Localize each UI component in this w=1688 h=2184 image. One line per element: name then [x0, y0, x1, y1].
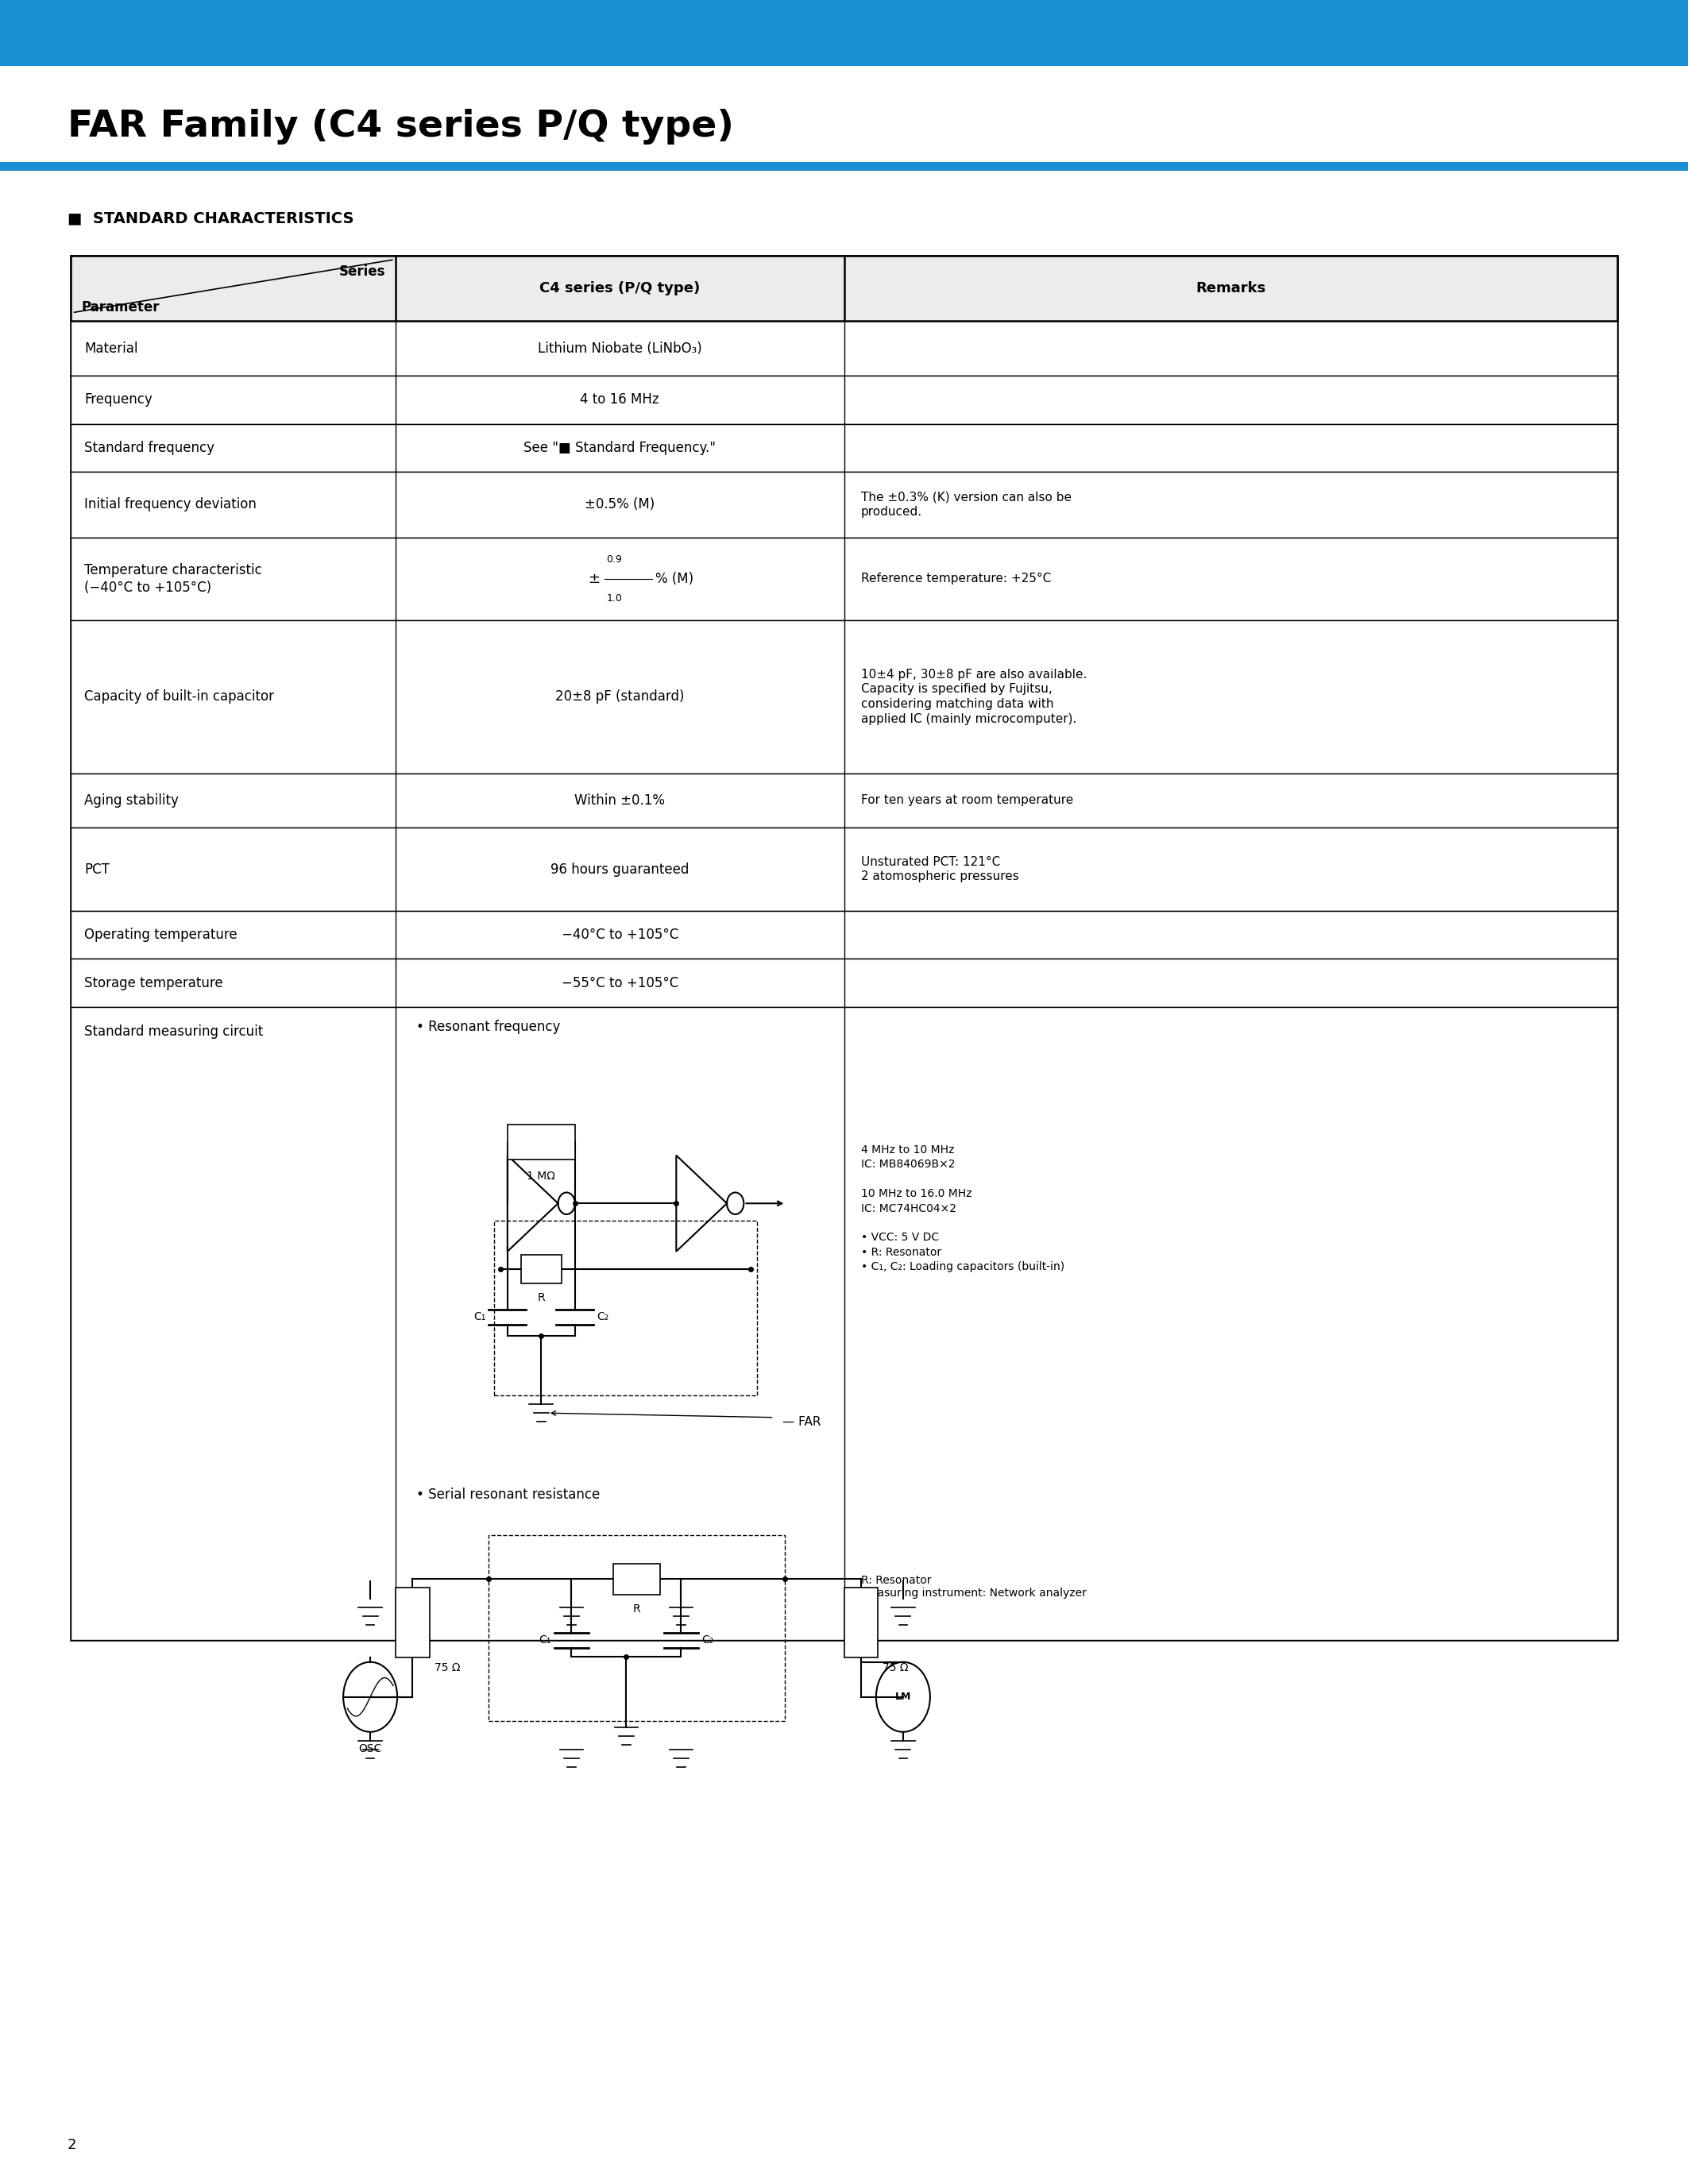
Text: • Serial resonant resistance: • Serial resonant resistance — [415, 1487, 599, 1503]
Bar — [71, 256, 1617, 321]
Bar — [71, 376, 1617, 424]
Bar — [71, 1007, 1617, 1640]
Bar — [613, 1564, 660, 1594]
Text: OSC: OSC — [358, 1743, 381, 1754]
Text: Within ±0.1%: Within ±0.1% — [574, 793, 665, 808]
Text: ±: ± — [587, 572, 599, 585]
Text: C₂: C₂ — [598, 1310, 609, 1324]
Bar — [0, 0, 1688, 66]
Text: ■  STANDARD CHARACTERISTICS: ■ STANDARD CHARACTERISTICS — [68, 212, 354, 225]
Text: Temperature characteristic
(−40°C to +105°C): Temperature characteristic (−40°C to +10… — [84, 563, 262, 594]
Text: 1.0: 1.0 — [606, 594, 623, 603]
Text: Material: Material — [84, 341, 138, 356]
Bar — [71, 256, 1617, 1640]
Text: R: Resonator
Measuring instrument: Network analyzer: R: Resonator Measuring instrument: Netwo… — [861, 1575, 1087, 1599]
Text: Remarks: Remarks — [1195, 282, 1266, 295]
Bar — [0, 162, 1688, 170]
Text: Initial frequency deviation: Initial frequency deviation — [84, 498, 257, 511]
Text: 4 MHz to 10 MHz
IC: MB84069B×2

10 MHz to 16.0 MHz
IC: MC74HC04×2

• VCC: 5 V DC: 4 MHz to 10 MHz IC: MB84069B×2 10 MHz to… — [861, 1144, 1065, 1273]
Text: 1 MΩ: 1 MΩ — [527, 1171, 555, 1182]
Text: Operating temperature: Operating temperature — [84, 928, 238, 941]
Text: Standard measuring circuit: Standard measuring circuit — [84, 1024, 263, 1040]
Bar — [522, 1256, 562, 1284]
Text: 96 hours guaranteed: 96 hours guaranteed — [550, 863, 689, 876]
Bar — [71, 620, 1617, 773]
Bar — [71, 773, 1617, 828]
Text: −55°C to +105°C: −55°C to +105°C — [562, 976, 679, 989]
Text: The ±0.3% (K) version can also be
produced.: The ±0.3% (K) version can also be produc… — [861, 491, 1072, 518]
Bar — [71, 537, 1617, 620]
Text: 4 to 16 MHz: 4 to 16 MHz — [581, 393, 660, 406]
Text: • Resonant frequency: • Resonant frequency — [415, 1020, 560, 1035]
Bar — [495, 1221, 758, 1396]
Bar — [488, 1535, 785, 1721]
Text: 75 Ω: 75 Ω — [883, 1662, 908, 1673]
Text: — FAR: — FAR — [783, 1415, 820, 1428]
Bar — [508, 1125, 576, 1160]
Bar — [71, 959, 1617, 1007]
Bar — [71, 472, 1617, 537]
Text: LM: LM — [895, 1693, 912, 1701]
Text: Reference temperature: +25°C: Reference temperature: +25°C — [861, 572, 1052, 585]
Text: 0.9: 0.9 — [606, 555, 623, 563]
Text: R: R — [633, 1603, 640, 1614]
Text: Parameter: Parameter — [81, 299, 159, 314]
Bar — [844, 1588, 878, 1658]
Text: For ten years at room temperature: For ten years at room temperature — [861, 795, 1074, 806]
Text: −40°C to +105°C: −40°C to +105°C — [562, 928, 679, 941]
Bar — [71, 424, 1617, 472]
Bar — [395, 1588, 429, 1658]
Text: Aging stability: Aging stability — [84, 793, 179, 808]
Text: Capacity of built-in capacitor: Capacity of built-in capacitor — [84, 690, 273, 703]
Text: 2: 2 — [68, 2138, 76, 2151]
Text: C₁: C₁ — [473, 1310, 486, 1324]
Text: 75 Ω: 75 Ω — [434, 1662, 461, 1673]
Bar — [71, 321, 1617, 376]
Text: Standard frequency: Standard frequency — [84, 441, 214, 454]
Text: PCT: PCT — [84, 863, 110, 876]
Bar — [71, 256, 1617, 321]
Text: C4 series (P/Q type): C4 series (P/Q type) — [540, 282, 701, 295]
Text: 20±8 pF (standard): 20±8 pF (standard) — [555, 690, 684, 703]
Text: ±0.5% (M): ±0.5% (M) — [584, 498, 655, 511]
Text: C₁: C₁ — [538, 1634, 552, 1647]
Text: See "■ Standard Frequency.": See "■ Standard Frequency." — [523, 441, 716, 454]
Text: FAR Family (C4 series P/Q type): FAR Family (C4 series P/Q type) — [68, 109, 734, 144]
Text: C₂: C₂ — [702, 1634, 714, 1647]
Text: Frequency: Frequency — [84, 393, 152, 406]
Text: Lithium Niobate (LiNbO₃): Lithium Niobate (LiNbO₃) — [538, 341, 702, 356]
Text: Storage temperature: Storage temperature — [84, 976, 223, 989]
Text: % (M): % (M) — [655, 572, 694, 585]
Bar — [71, 828, 1617, 911]
Bar — [71, 911, 1617, 959]
Text: Unsturated PCT: 121°C
2 atomospheric pressures: Unsturated PCT: 121°C 2 atomospheric pre… — [861, 856, 1020, 882]
Text: 10±4 pF, 30±8 pF are also available.
Capacity is specified by Fujitsu,
consideri: 10±4 pF, 30±8 pF are also available. Cap… — [861, 668, 1087, 725]
Text: R: R — [537, 1293, 545, 1304]
Text: Series: Series — [339, 264, 385, 280]
